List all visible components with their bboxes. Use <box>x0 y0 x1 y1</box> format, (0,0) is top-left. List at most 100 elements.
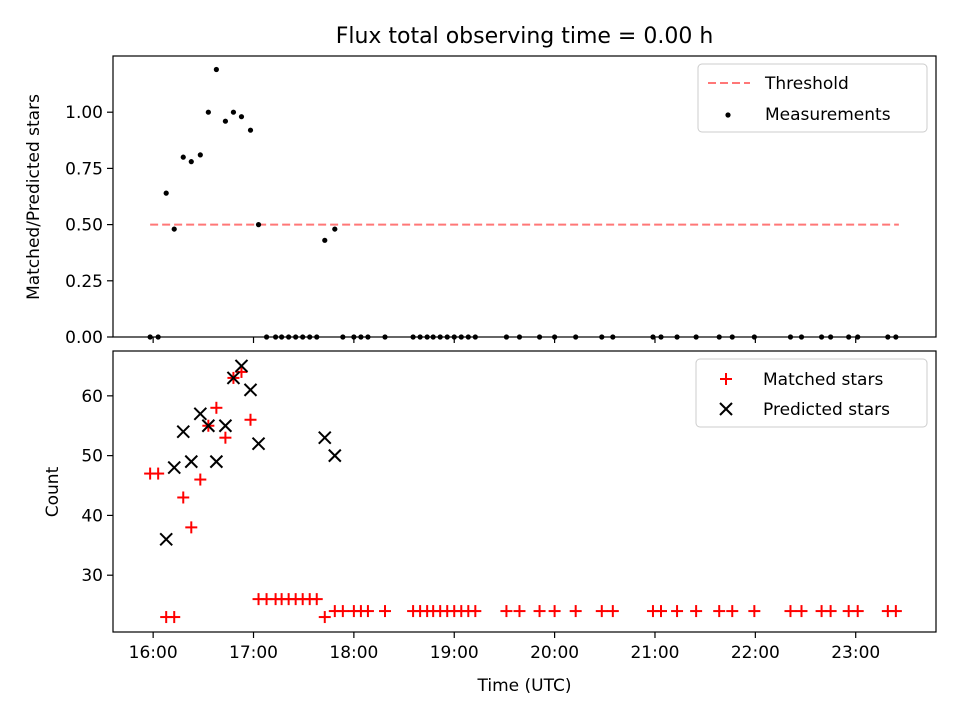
predicted-star-point <box>318 430 332 445</box>
measurement-point <box>171 226 177 232</box>
predicted-star-point <box>201 419 216 433</box>
predicted-star-point <box>234 359 249 373</box>
predicted-legend-marker <box>719 402 733 416</box>
matched-star-point <box>177 491 190 504</box>
y-tick-label: 1.00 <box>65 103 103 123</box>
y-tick-label: 30 <box>81 566 103 586</box>
matched-star-point <box>210 401 223 414</box>
measurement-point <box>247 127 254 133</box>
predicted-star-point <box>176 425 190 439</box>
measurement-point <box>163 190 169 196</box>
bottom-y-axis-label: Count <box>43 466 63 517</box>
matched-star-point <box>244 413 257 426</box>
matched-star-point <box>533 605 546 618</box>
matched-star-point <box>235 365 248 378</box>
predicted-star-point <box>251 436 266 451</box>
bottom-x-axis-ticks: 16:00 17:00 18:00 19:00 20:00 21:00 22:00 23:00 <box>129 632 880 663</box>
measurement-point <box>238 114 245 120</box>
threshold-legend-label: Threshold <box>764 74 849 94</box>
y-tick-label: 40 <box>81 506 103 526</box>
bottom-y-axis-ticks: 30 40 50 60 <box>81 387 113 586</box>
matched-star-point <box>690 605 703 618</box>
bottom-legend-box <box>695 358 928 428</box>
x-tick-label: 18:00 <box>329 643 378 663</box>
x-tick-label: 19:00 <box>430 643 479 663</box>
matched-star-point <box>219 431 232 444</box>
measurement-point <box>205 109 211 115</box>
bottom-legend: Matched stars Predicted stars <box>695 358 928 428</box>
matched-star-point <box>595 605 608 618</box>
bottom-axes-frame <box>112 350 937 633</box>
matched-star-point <box>513 605 526 618</box>
x-tick-label: 23:00 <box>831 643 880 663</box>
top-y-axis-label: Matched/Predicted stars <box>24 94 44 300</box>
measurement-point <box>255 222 262 228</box>
predicted-star-point <box>193 407 208 421</box>
matched-star-point <box>310 593 323 606</box>
figure-title: Flux total observing time = 0.00 h <box>336 24 714 49</box>
matched-star-point <box>606 605 619 618</box>
y-tick-label: 0.25 <box>65 272 103 292</box>
y-tick-label: 0.50 <box>65 216 103 236</box>
predicted-star-point <box>159 532 173 547</box>
matched-star-point <box>361 605 374 618</box>
top-x-axis-ticks <box>152 337 857 343</box>
x-tick-label: 17:00 <box>229 643 278 663</box>
matched-star-point <box>152 467 165 480</box>
measurements-legend-marker <box>725 112 731 118</box>
matched-star-point <box>726 605 739 618</box>
predicted-star-point <box>209 454 224 469</box>
x-tick-label: 21:00 <box>630 643 679 663</box>
measurement-point <box>322 237 328 243</box>
predicted-star-point <box>167 460 181 475</box>
matched-star-point <box>500 605 513 618</box>
matched-star-point <box>336 605 349 618</box>
predicted-star-point <box>184 454 198 469</box>
measurements-legend-label: Measurements <box>765 105 891 125</box>
matched-star-point <box>889 605 902 618</box>
matched-star-point <box>784 605 797 618</box>
measurement-point <box>197 152 203 158</box>
matched-star-point <box>548 605 561 618</box>
matched-legend-label: Matched stars <box>763 370 883 390</box>
bottom-x-axis-label: Time (UTC) <box>477 676 572 696</box>
top-legend-box <box>697 63 928 133</box>
y-tick-label: 50 <box>81 447 103 467</box>
predicted-star-point <box>243 383 258 397</box>
matched-star-point <box>748 605 761 618</box>
predicted-star-point <box>226 371 241 385</box>
matched-star-point <box>569 605 582 618</box>
predicted-star-points <box>159 359 342 547</box>
top-legend: Threshold Measurements <box>697 63 928 133</box>
y-tick-label: 0.75 <box>65 159 103 179</box>
y-tick-label: 60 <box>81 387 103 407</box>
matched-star-point <box>654 605 667 618</box>
matched-star-point <box>795 605 808 618</box>
matched-star-point <box>671 605 684 618</box>
predicted-star-point <box>328 448 342 463</box>
matched-star-points <box>144 365 902 624</box>
top-plot: 0.00 0.25 0.50 0.75 1.00 Matched/Predicted s… <box>24 55 937 348</box>
predicted-star-point <box>218 419 233 433</box>
matched-star-point <box>469 605 482 618</box>
top-axes-frame <box>112 55 937 338</box>
matched-legend-marker <box>720 373 732 385</box>
x-tick-label: 22:00 <box>731 643 780 663</box>
matched-star-point <box>318 611 331 624</box>
matched-star-point <box>851 605 864 618</box>
measurement-point <box>222 118 229 124</box>
matched-star-point <box>713 605 726 618</box>
x-tick-label: 20:00 <box>530 643 579 663</box>
matched-star-point <box>378 605 391 618</box>
measurement-point <box>230 109 237 115</box>
measurement-point <box>213 66 219 73</box>
bottom-plot: 30 40 50 60 16:00 17:00 18:00 19:00 20:00 21:00 2… <box>43 350 937 696</box>
measurement-point <box>188 159 194 165</box>
measurement-point <box>180 154 186 160</box>
y-tick-label: 0.00 <box>65 328 103 348</box>
predicted-legend-label: Predicted stars <box>763 400 890 420</box>
matched-star-point <box>194 473 207 486</box>
x-tick-label: 16:00 <box>129 643 178 663</box>
matched-star-point <box>824 605 837 618</box>
